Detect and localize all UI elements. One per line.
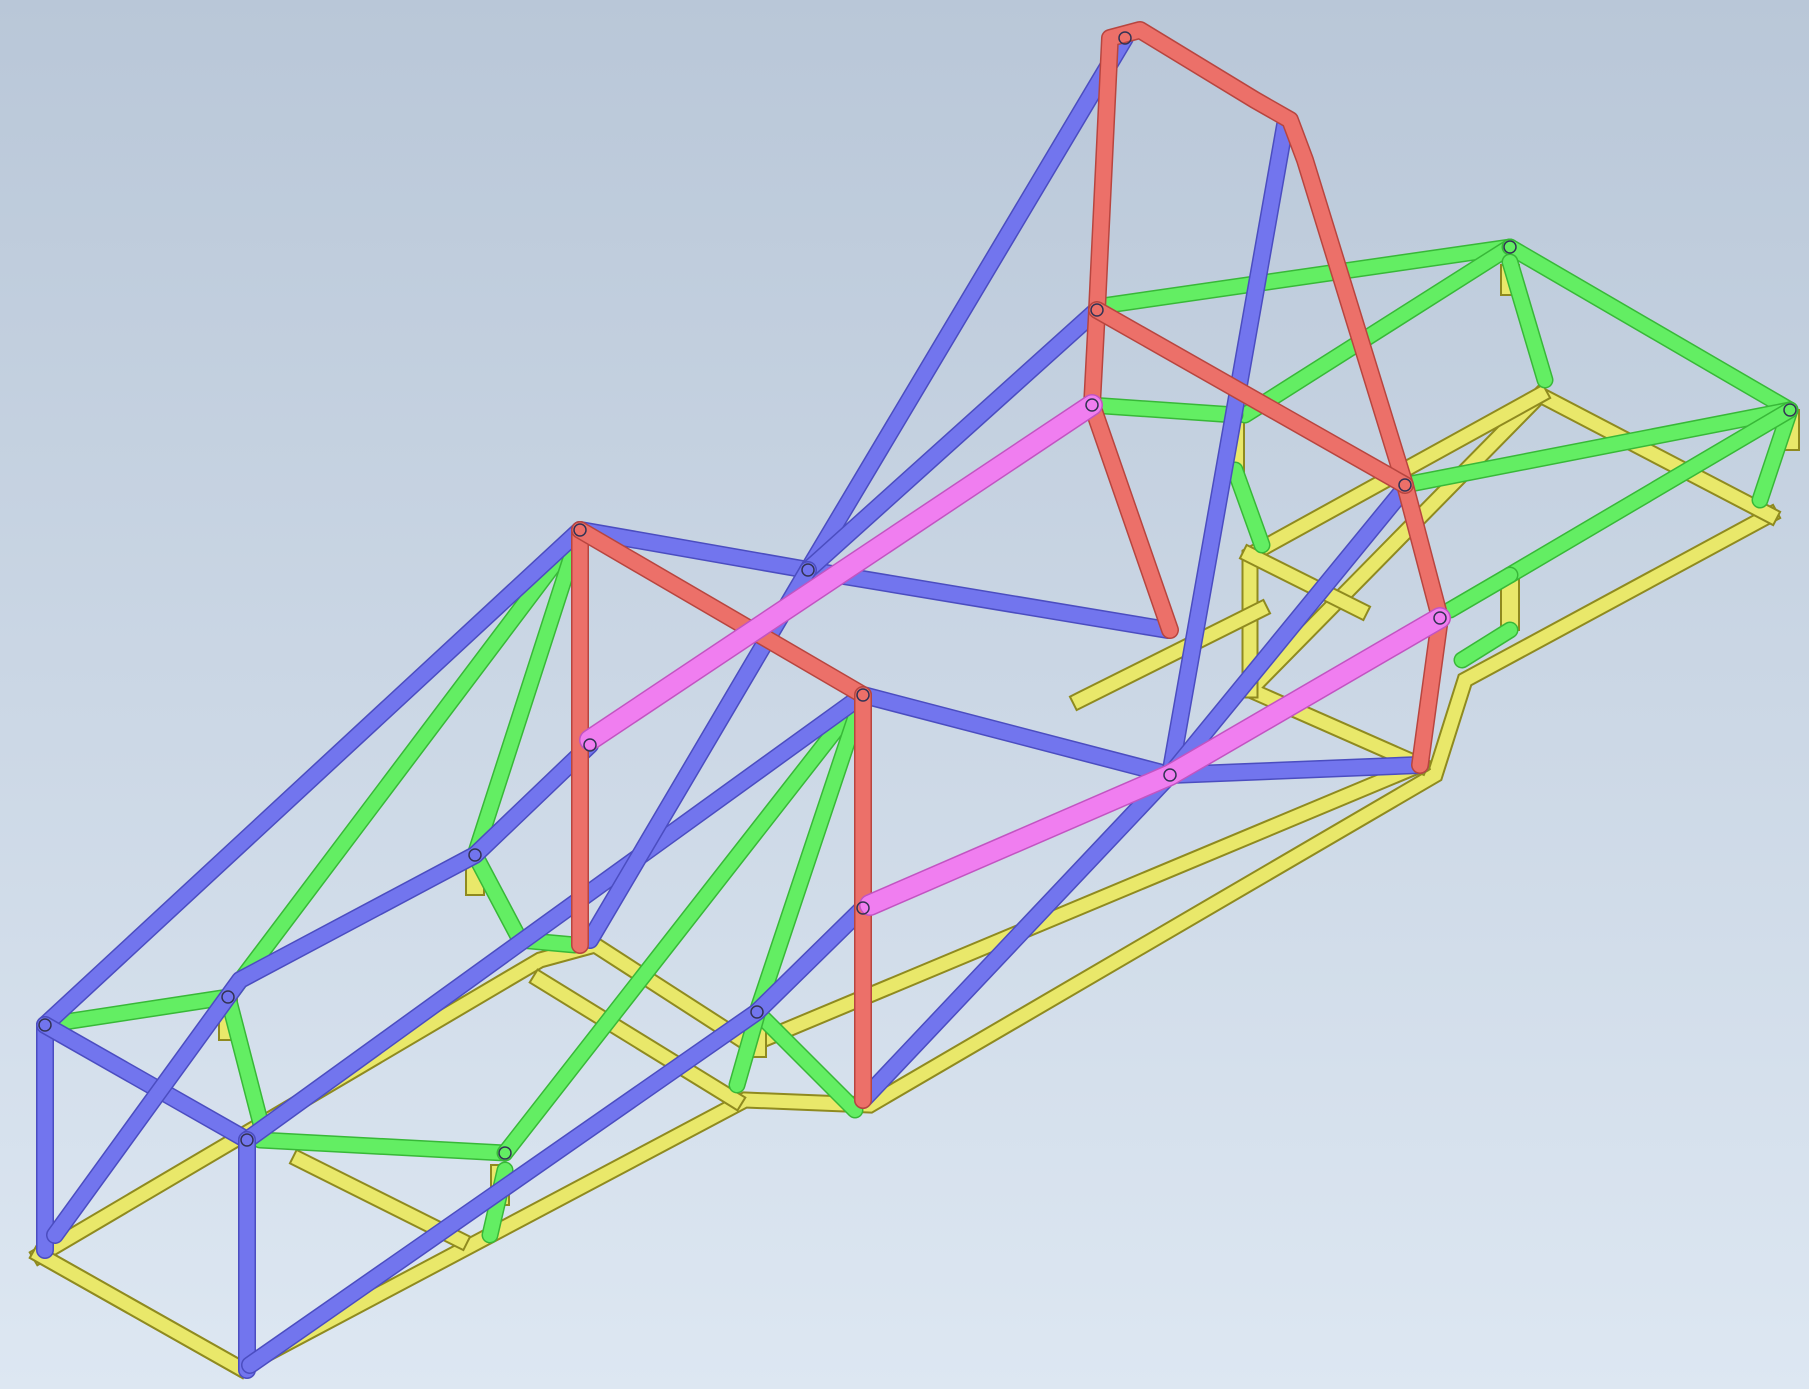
- blue-tube-3: [37, 1017, 255, 1148]
- red-tube-2: [572, 522, 871, 703]
- green-tube-2: [221, 990, 272, 1147]
- joint-marker-14: [750, 1005, 764, 1019]
- joint-marker-16: [240, 1133, 254, 1147]
- green-tube-8: [750, 688, 870, 1019]
- joint-marker-2: [801, 563, 815, 577]
- joint-marker-6: [1163, 768, 1177, 782]
- red-tube-6: [1084, 397, 1178, 638]
- joint-marker-19: [1118, 31, 1132, 45]
- joint-marker-13: [498, 1146, 512, 1160]
- base-rail-cross-4: [1241, 546, 1369, 619]
- green-tube-6: [253, 1133, 512, 1160]
- red-tubes: [571, 21, 1449, 1109]
- joint-marker-3: [856, 688, 870, 702]
- joint-marker-5: [1085, 398, 1099, 412]
- base-rail-cross-2: [531, 971, 744, 1109]
- green-tube-16: [1083, 398, 1242, 422]
- blue-tube-1: [37, 522, 588, 1033]
- joint-marker-10: [1783, 403, 1797, 417]
- magenta-tube-1: [580, 395, 1102, 750]
- green-tube-21: [1443, 568, 1517, 617]
- joint-marker-1: [573, 523, 587, 537]
- joint-marker-15: [38, 1018, 52, 1032]
- green-tube-3: [221, 523, 587, 1004]
- blue-tube-15: [1162, 480, 1413, 783]
- green-tube-9: [750, 1005, 862, 1117]
- blue-tube-4: [47, 737, 598, 1243]
- joint-marker-17: [856, 901, 870, 915]
- green-tube-17: [1228, 463, 1269, 552]
- blue-tube-16: [1162, 757, 1428, 783]
- green-tube-22: [1455, 623, 1517, 667]
- blue-tube-10: [800, 30, 1133, 578]
- base-rail-rear: [1238, 387, 1779, 774]
- joint-marker-12: [468, 848, 482, 862]
- joint-marker-9: [1503, 240, 1517, 254]
- red-tube-5: [1089, 302, 1413, 493]
- blue-tube-7: [242, 900, 871, 1373]
- joint-marker-7: [1398, 478, 1412, 492]
- tube-joints: [38, 31, 1797, 1160]
- green-tube-10: [730, 1008, 764, 1092]
- blue-tube-11: [800, 302, 1105, 578]
- green-tube-4: [468, 523, 587, 862]
- blue-tube-9: [800, 562, 1176, 638]
- joint-marker-18: [583, 738, 597, 752]
- joint-marker-8: [1433, 611, 1447, 625]
- joint-marker-11: [221, 990, 235, 1004]
- green-tube-20: [1503, 403, 1797, 582]
- green-tube-14: [1503, 240, 1797, 417]
- blue-tube-13: [855, 687, 1178, 783]
- blue-tubes: [36, 29, 1429, 1379]
- green-tube-12: [1095, 240, 1517, 313]
- green-tube-7: [498, 688, 870, 1160]
- green-tube-19: [1753, 403, 1797, 507]
- base-rail-front-cross: [31, 1246, 249, 1377]
- green-tube-15: [1503, 255, 1552, 387]
- blue-tube-14: [1162, 117, 1293, 783]
- green-tube-13: [1238, 240, 1517, 422]
- red-tube-4: [1084, 22, 1448, 773]
- magenta-tubes: [579, 394, 1451, 916]
- green-tube-18: [1398, 403, 1797, 492]
- green-tube-1: [38, 990, 235, 1032]
- blue-tube-5: [239, 687, 871, 1148]
- base-rail-cross-3: [1071, 601, 1269, 709]
- joint-marker-4: [1090, 303, 1104, 317]
- blue-tube-17: [855, 767, 1178, 1108]
- blue-tube-8: [572, 522, 816, 578]
- magenta-tube-2: [860, 608, 1450, 915]
